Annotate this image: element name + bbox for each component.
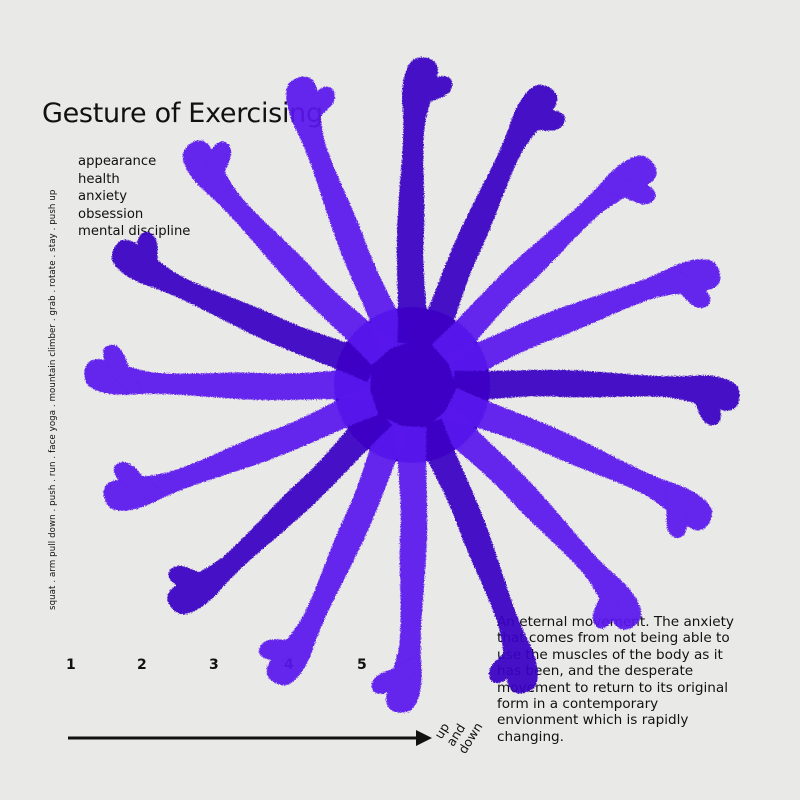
keyword-item: appearance [78, 154, 157, 169]
page-title: Gesture of Exercising [42, 98, 323, 129]
description-text: An eternal movement. The anxiety that co… [497, 614, 734, 745]
direction-arrow [68, 730, 432, 746]
step-number: 3 [209, 657, 219, 673]
keyword-item: health [78, 171, 120, 187]
step-number: 5 [357, 657, 367, 673]
keyword-item: obsession [78, 206, 144, 222]
step-number: 2 [137, 657, 147, 673]
keyword-item: anxiety [78, 189, 127, 204]
step-number: 1 [66, 657, 76, 673]
keyword-list: appearance health anxiety obsession ment… [78, 153, 190, 241]
keyword-item: mental discipline [78, 224, 191, 239]
